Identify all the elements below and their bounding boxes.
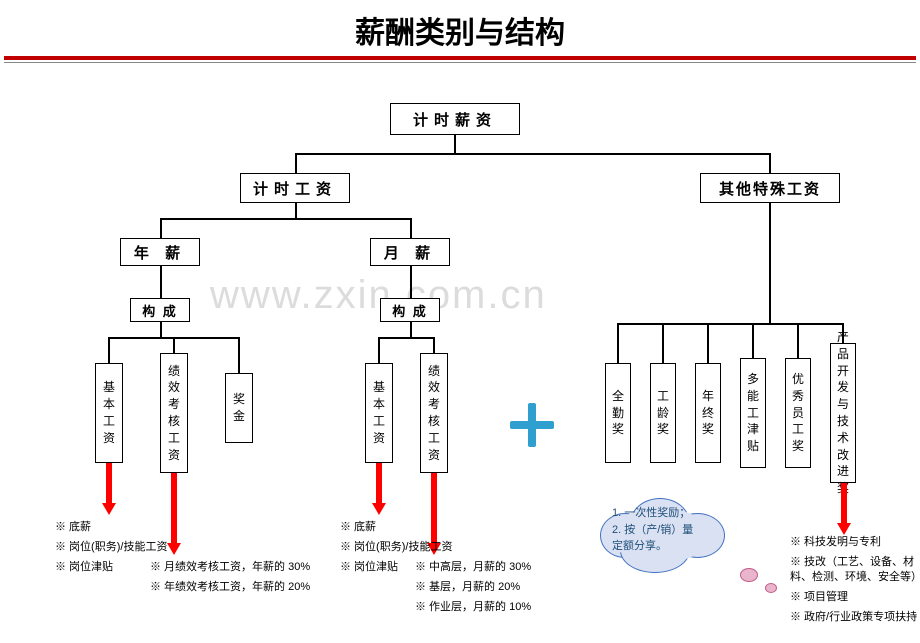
connector [454,135,456,153]
note-line: ※ 中高层，月薪的 30% [415,558,531,574]
leaf-label: 基本工资 [103,379,115,446]
note-line: ※ 作业层，月薪的 10% [415,598,531,614]
leaf-special-yearend: 年终奖 [695,363,721,463]
connector [769,153,771,173]
note-line: ※ 岗位(职务)/技能工资 [55,538,167,554]
connector [617,323,619,363]
leaf-special-multiskill: 多能工津贴 [740,358,766,468]
connector [295,153,297,173]
connector [173,337,175,353]
node-composition-annual: 构 成 [130,298,190,322]
leaf-annual-bonus: 奖金 [225,373,253,443]
note-line: ※ 岗位津贴 [340,558,398,574]
leaf-label: 基本工资 [373,379,385,446]
node-root: 计时薪资 [390,103,520,135]
connector [707,323,709,363]
connector [797,323,799,358]
leaf-special-rdtech: 产品开发与技术改进奖 [830,343,856,483]
leaf-special-excellent: 优秀员工奖 [785,358,811,468]
leaf-label: 多能工津贴 [747,371,759,455]
red-arrow-icon [372,463,386,515]
cloud-text: 1. 一次性奖励； 2. 按（产/销）量 定额分享。 [612,505,693,555]
red-underline [4,56,916,60]
connector [295,153,770,155]
leaf-label: 奖金 [233,391,245,425]
connector [378,337,434,339]
connector [160,266,162,298]
connector [160,322,162,337]
node-composition-monthly: 构 成 [380,298,440,322]
leaf-special-seniority: 工龄奖 [650,363,676,463]
leaf-annual-base: 基本工资 [95,363,123,463]
cloud-line: 定额分享。 [612,538,693,555]
connector [410,218,412,238]
leaf-label: 全勤奖 [612,388,624,438]
connector [433,337,435,353]
connector [769,203,771,323]
note-line: 料、检测、环境、安全等） [790,568,920,584]
watermark-text: www.zxin.com.cn [210,273,547,318]
node-hourly-wage: 计时工资 [240,173,350,203]
node-annual: 年 薪 [120,238,200,266]
leaf-special-attendance: 全勤奖 [605,363,631,463]
note-line: ※ 技改（工艺、设备、材 [790,553,914,569]
node-special-wage: 其他特殊工资 [700,173,840,203]
red-arrow-icon [102,463,116,515]
leaf-label: 产品开发与技术改进奖 [837,329,849,497]
note-line: ※ 岗位(职务)/技能工资 [340,538,452,554]
note-line: ※ 底薪 [340,518,376,534]
leaf-label: 绩效考核工资 [428,363,440,464]
note-line: ※ 年绩效考核工资，年薪的 20% [150,578,310,594]
leaf-monthly-perf: 绩效考核工资 [420,353,448,473]
connector [752,323,754,358]
leaf-label: 工龄奖 [657,388,669,438]
connector [160,218,162,238]
note-line: ※ 科技发明与专利 [790,533,881,549]
red-arrow-icon [167,473,181,555]
leaf-label: 绩效考核工资 [168,363,180,464]
note-line: ※ 底薪 [55,518,91,534]
leaf-annual-perf: 绩效考核工资 [160,353,188,473]
cloud-line: 1. 一次性奖励； [612,505,693,522]
red-arrow-icon [837,483,851,535]
note-line: ※ 岗位津贴 [55,558,113,574]
connector [108,337,110,363]
cloud-tail-icon [765,583,777,593]
note-line: ※ 政府/行业政策专项扶持 [790,608,917,624]
cloud-tail-icon [740,568,758,582]
page-title: 薪酬类别与结构 [0,0,920,56]
connector [295,203,297,218]
note-line: ※ 项目管理 [790,588,848,604]
leaf-monthly-base: 基本工资 [365,363,393,463]
cloud-line: 2. 按（产/销）量 [612,522,693,539]
note-line: ※ 基层，月薪的 20% [415,578,520,594]
diagram-canvas: www.zxin.com.cn 计时薪资 计时工资 其他特殊工资 年 薪 月 薪… [0,63,920,643]
connector [617,323,843,325]
connector [378,337,380,363]
leaf-label: 年终奖 [702,388,714,438]
connector [238,337,240,373]
plus-icon [510,403,554,447]
connector [662,323,664,363]
node-monthly: 月 薪 [370,238,450,266]
note-line: ※ 月绩效考核工资，年薪的 30% [150,558,310,574]
connector [410,322,412,337]
connector [410,266,412,298]
leaf-label: 优秀员工奖 [792,371,804,455]
connector [160,218,410,220]
